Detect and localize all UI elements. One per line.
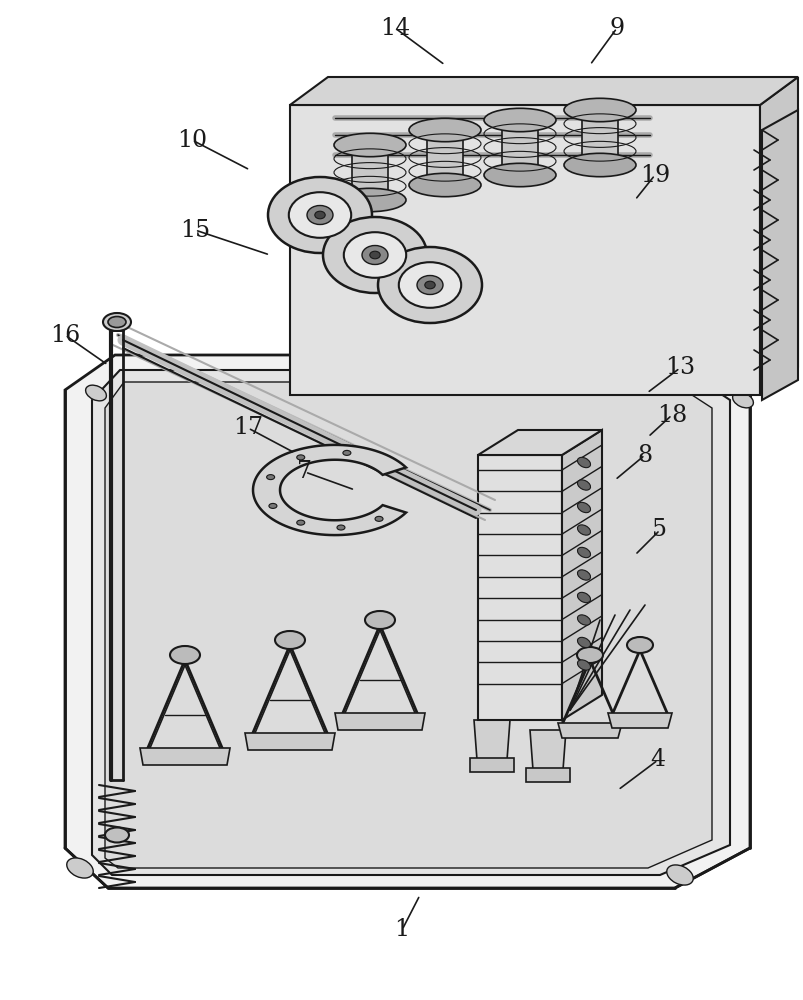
Text: 10: 10 xyxy=(177,129,207,152)
Polygon shape xyxy=(290,77,797,105)
Polygon shape xyxy=(245,733,335,750)
Polygon shape xyxy=(525,768,569,782)
Polygon shape xyxy=(607,713,671,728)
Ellipse shape xyxy=(105,827,128,842)
Text: 7: 7 xyxy=(297,460,312,484)
Ellipse shape xyxy=(103,313,131,331)
Ellipse shape xyxy=(377,247,482,323)
Text: 4: 4 xyxy=(650,748,665,772)
Polygon shape xyxy=(470,758,513,772)
Polygon shape xyxy=(253,445,406,535)
Ellipse shape xyxy=(577,525,589,535)
Polygon shape xyxy=(478,455,561,720)
Ellipse shape xyxy=(577,660,589,670)
Polygon shape xyxy=(474,720,509,760)
Ellipse shape xyxy=(333,133,406,157)
Ellipse shape xyxy=(409,173,480,197)
Polygon shape xyxy=(335,713,425,730)
Ellipse shape xyxy=(577,570,589,580)
Polygon shape xyxy=(581,110,618,165)
Ellipse shape xyxy=(307,206,332,225)
Ellipse shape xyxy=(424,281,434,289)
Polygon shape xyxy=(561,430,601,720)
Polygon shape xyxy=(105,382,711,868)
Polygon shape xyxy=(65,355,749,888)
Polygon shape xyxy=(557,723,622,738)
Text: 8: 8 xyxy=(637,444,652,466)
Ellipse shape xyxy=(417,275,442,294)
Ellipse shape xyxy=(333,188,406,212)
Ellipse shape xyxy=(577,502,589,513)
Ellipse shape xyxy=(361,245,388,264)
Text: 16: 16 xyxy=(50,324,80,347)
Text: 17: 17 xyxy=(233,416,263,440)
Ellipse shape xyxy=(374,516,382,521)
Text: 5: 5 xyxy=(652,518,666,542)
Ellipse shape xyxy=(315,211,324,219)
Ellipse shape xyxy=(108,316,126,328)
Polygon shape xyxy=(140,748,230,765)
Ellipse shape xyxy=(268,503,276,508)
Ellipse shape xyxy=(409,118,480,142)
Polygon shape xyxy=(529,730,565,770)
Ellipse shape xyxy=(323,217,426,293)
Ellipse shape xyxy=(577,637,589,648)
Ellipse shape xyxy=(67,858,93,878)
Ellipse shape xyxy=(169,646,200,664)
Polygon shape xyxy=(92,370,729,875)
Text: 9: 9 xyxy=(609,17,624,40)
Ellipse shape xyxy=(732,392,752,408)
Ellipse shape xyxy=(296,520,304,525)
Polygon shape xyxy=(478,430,601,455)
Text: 1: 1 xyxy=(394,918,409,941)
Ellipse shape xyxy=(336,525,344,530)
Text: 19: 19 xyxy=(639,164,669,187)
Polygon shape xyxy=(759,77,797,395)
Ellipse shape xyxy=(563,153,635,177)
Polygon shape xyxy=(761,110,797,400)
Ellipse shape xyxy=(398,262,461,308)
Text: 15: 15 xyxy=(180,219,210,242)
Ellipse shape xyxy=(577,547,589,558)
Polygon shape xyxy=(501,120,537,175)
Ellipse shape xyxy=(369,251,380,259)
Ellipse shape xyxy=(344,232,406,278)
Polygon shape xyxy=(290,105,759,395)
Ellipse shape xyxy=(577,480,589,490)
Ellipse shape xyxy=(626,637,652,653)
Ellipse shape xyxy=(577,457,589,468)
Ellipse shape xyxy=(483,163,556,187)
Ellipse shape xyxy=(483,108,556,132)
Ellipse shape xyxy=(85,385,106,401)
Ellipse shape xyxy=(577,647,602,663)
Ellipse shape xyxy=(342,450,350,455)
Ellipse shape xyxy=(666,865,692,885)
Ellipse shape xyxy=(275,631,304,649)
Text: 14: 14 xyxy=(379,17,410,40)
Ellipse shape xyxy=(577,615,589,625)
Ellipse shape xyxy=(267,177,372,253)
Text: 18: 18 xyxy=(656,403,687,426)
Ellipse shape xyxy=(296,455,304,460)
Ellipse shape xyxy=(563,98,635,122)
Polygon shape xyxy=(426,130,463,185)
Ellipse shape xyxy=(288,192,351,238)
Ellipse shape xyxy=(365,611,394,629)
Ellipse shape xyxy=(267,475,275,480)
Text: 13: 13 xyxy=(664,357,695,379)
Polygon shape xyxy=(352,145,388,200)
Ellipse shape xyxy=(577,592,589,603)
